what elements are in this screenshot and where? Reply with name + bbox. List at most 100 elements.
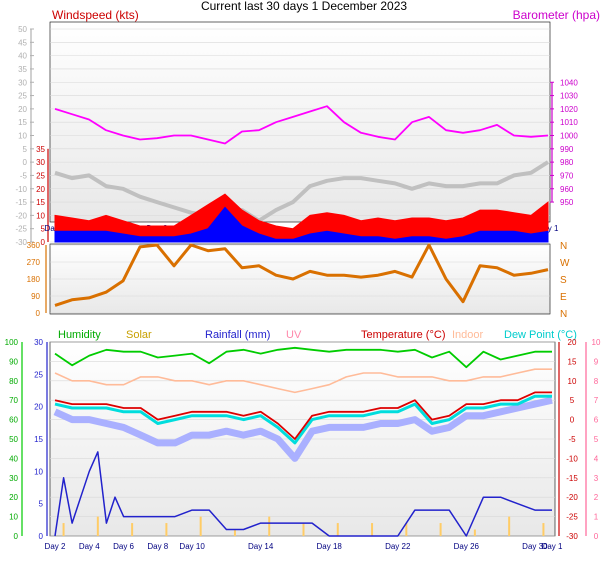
grey-series-line bbox=[54, 160, 550, 223]
compass-label: N bbox=[560, 309, 567, 320]
wind-barometer-panel: Windspeed (kts) Barometer (hpa) 50454035… bbox=[15, 8, 600, 247]
humidity-tick-label: 80 bbox=[9, 377, 18, 386]
temperature-x-tick-label: Day 2 bbox=[45, 542, 66, 551]
windspeed-inner-tick-label: 15 bbox=[36, 198, 45, 207]
barometer-axis-label: Barometer (hpa) bbox=[513, 8, 600, 22]
humidity-tick-label: 30 bbox=[9, 474, 18, 483]
barometer-tick-label: 1040 bbox=[560, 78, 578, 87]
windspeed-tick-label: 50 bbox=[18, 25, 27, 34]
uv-tick-label: 7 bbox=[594, 396, 599, 405]
temperature-x-tick-label: Day 18 bbox=[317, 542, 343, 551]
windspeed-tick-label: 35 bbox=[18, 65, 27, 74]
barometer-tick-label: 950 bbox=[560, 198, 574, 207]
rainfall-tick-label: 10 bbox=[34, 467, 43, 476]
humidity-tick-label: 50 bbox=[9, 435, 18, 444]
windspeed-tick-label: -10 bbox=[15, 185, 27, 194]
windspeed-inner-ticks: 35 30 25 20 15 10 5 0 bbox=[36, 145, 49, 247]
temperature-ticks: 1009080706050403020100302520151050201510… bbox=[5, 338, 601, 541]
indoor-temperature-line bbox=[54, 368, 552, 394]
rainfall-tick-label: 5 bbox=[39, 500, 44, 509]
temperature-tick-label: 5 bbox=[570, 396, 575, 405]
barometer-tick-label: 970 bbox=[560, 171, 574, 180]
windspeed-inner-tick-label: 35 bbox=[36, 145, 45, 154]
temperature-series bbox=[53, 346, 553, 537]
windspeed-tick-label: 30 bbox=[18, 78, 27, 87]
windspeed-tick-label: 40 bbox=[18, 52, 27, 61]
compass-label: N bbox=[560, 241, 567, 252]
humidity-line bbox=[54, 346, 552, 369]
temperature-tick-label: -30 bbox=[566, 532, 578, 541]
temperature-tick-label: 20 bbox=[568, 338, 577, 347]
windspeed-tick-label: 10 bbox=[18, 132, 27, 141]
temperature-tick-label: -10 bbox=[566, 454, 578, 463]
barometer-tick-label: 1010 bbox=[560, 118, 578, 127]
barometer-tick-label: 1020 bbox=[560, 105, 578, 114]
humidity-tick-label: 0 bbox=[14, 532, 19, 541]
uv-tick-label: 2 bbox=[594, 493, 599, 502]
barometer-tick-label: 990 bbox=[560, 145, 574, 154]
windspeed-inner-tick-label: 10 bbox=[36, 211, 45, 220]
direction-degree-ticks: 360 270 180 90 0 bbox=[27, 241, 47, 318]
temperature-tick-label: -15 bbox=[566, 474, 578, 483]
rainfall-tick-label: 0 bbox=[39, 532, 44, 541]
temperature-tick-label: 15 bbox=[568, 357, 577, 366]
temperature-line bbox=[54, 391, 552, 440]
windspeed-tick-label: -30 bbox=[15, 238, 27, 247]
windspeed-inner-tick-label: 0 bbox=[41, 238, 46, 247]
uv-tick-label: 5 bbox=[594, 435, 599, 444]
dew-point-line bbox=[54, 394, 552, 445]
temperature-grid bbox=[50, 341, 555, 537]
legend-item: Indoor bbox=[452, 329, 484, 341]
direction-tick-label: 180 bbox=[27, 275, 41, 284]
legend-item: Temperature (°C) bbox=[361, 329, 445, 341]
uv-tick-label: 6 bbox=[594, 416, 599, 425]
legend-item: Humidity bbox=[58, 329, 101, 341]
rainfall-tick-label: 20 bbox=[34, 403, 43, 412]
temperature-x-labels: Day 2 Day 4 Day 6 Day 8 Day 10 Day 14 Day 18 Da… bbox=[45, 542, 563, 551]
temperature-x-tick-label: Day 26 bbox=[454, 542, 480, 551]
windspeed-tick-label: 15 bbox=[18, 118, 27, 127]
windspeed-inner-tick-label: 25 bbox=[36, 171, 45, 180]
temperature-x-tick-label: Day 8 bbox=[147, 542, 168, 551]
compass-label: W bbox=[560, 258, 570, 269]
windspeed-tick-label: -25 bbox=[15, 225, 27, 234]
humidity-tick-label: 20 bbox=[9, 493, 18, 502]
windspeed-inner-tick-label: 30 bbox=[36, 158, 45, 167]
humidity-tick-label: 60 bbox=[9, 416, 18, 425]
temperature-x-tick-label: Day 22 bbox=[385, 542, 411, 551]
uv-tick-label: 8 bbox=[594, 377, 599, 386]
windspeed-axis-label: Windspeed (kts) bbox=[52, 8, 139, 22]
uv-tick-label: 1 bbox=[594, 513, 599, 522]
wind-direction-line bbox=[54, 243, 549, 307]
humidity-tick-label: 10 bbox=[9, 513, 18, 522]
humidity-tick-label: 70 bbox=[9, 396, 18, 405]
rainfall-line bbox=[54, 451, 552, 537]
temperature-tick-label: -5 bbox=[568, 435, 576, 444]
windspeed-inner-tick-label: 20 bbox=[36, 185, 45, 194]
lavender-series-line bbox=[53, 396, 553, 462]
temperature-x-tick-label: Day 4 bbox=[79, 542, 100, 551]
temperature-x-tick-label: Day 6 bbox=[113, 542, 134, 551]
red-series-area bbox=[54, 193, 549, 243]
blue-series-area bbox=[54, 206, 549, 243]
windspeed-tick-label: -20 bbox=[15, 211, 27, 220]
direction-tick-label: 90 bbox=[31, 292, 40, 301]
windspeed-tick-label: 25 bbox=[18, 92, 27, 101]
temperature-humidity-panel: Humidity Solar Rainfall (mm) UV Temperature … bbox=[5, 329, 601, 551]
windspeed-tick-label: 5 bbox=[23, 145, 28, 154]
temperature-x-tick-label: Day 14 bbox=[248, 542, 274, 551]
uv-tick-label: 10 bbox=[592, 338, 601, 347]
barometer-tick-label: 1000 bbox=[560, 132, 578, 141]
direction-series bbox=[54, 243, 549, 307]
barometer-ticks: 1040 1030 1020 1010 1000 990 980 970 960 950 bbox=[550, 78, 578, 207]
uv-tick-label: 0 bbox=[594, 532, 599, 541]
barometer-line bbox=[54, 105, 549, 145]
humidity-tick-label: 90 bbox=[9, 357, 18, 366]
windspeed-tick-label: -15 bbox=[15, 198, 27, 207]
humidity-tick-label: 40 bbox=[9, 454, 18, 463]
barometer-tick-label: 980 bbox=[560, 158, 574, 167]
uv-tick-label: 9 bbox=[594, 357, 599, 366]
